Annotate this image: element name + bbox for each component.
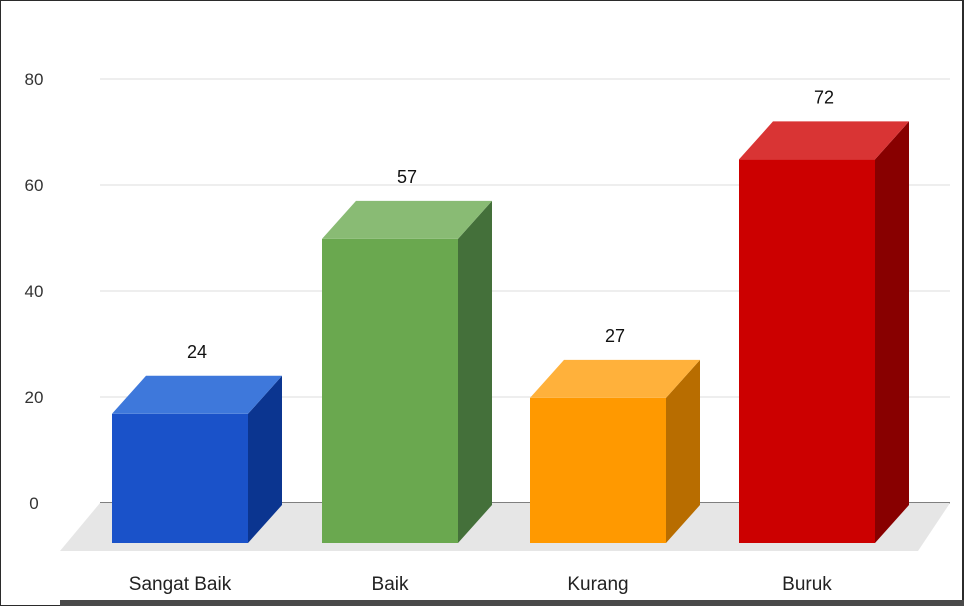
bar-side xyxy=(248,375,282,543)
x-tick-label: Sangat Baik xyxy=(129,574,232,595)
bar-front xyxy=(322,238,458,543)
bars: 24 57 27 72 xyxy=(112,87,909,544)
y-tick-label: 80 xyxy=(25,70,44,89)
x-tick-label: Kurang xyxy=(567,574,628,595)
data-label: 72 xyxy=(814,87,834,107)
bar-baik: 57 xyxy=(322,167,492,543)
bar-sangat-baik: 24 xyxy=(112,342,282,543)
bar-kurang: 27 xyxy=(530,326,700,543)
x-tick-label: Buruk xyxy=(782,574,832,595)
bar-front xyxy=(530,397,666,543)
y-tick-label: 60 xyxy=(25,176,44,195)
floor-plane xyxy=(60,503,950,551)
bar-top xyxy=(112,375,282,414)
bar-buruk: 72 xyxy=(739,87,909,544)
bar-side xyxy=(875,121,909,544)
data-label: 57 xyxy=(397,167,417,187)
bar-side xyxy=(458,200,492,543)
bar-front xyxy=(739,159,875,543)
chart-floor xyxy=(60,503,950,551)
bar-top xyxy=(739,121,909,160)
bar-top xyxy=(530,359,700,398)
y-tick-label: 0 xyxy=(29,494,38,513)
y-tick-label: 20 xyxy=(25,388,44,407)
bar-front xyxy=(112,413,248,543)
data-label: 27 xyxy=(605,326,625,346)
bar-side xyxy=(666,359,700,543)
x-tick-label: Baik xyxy=(372,574,409,595)
data-label: 24 xyxy=(187,342,207,362)
bar-top xyxy=(322,200,492,239)
y-axis: 0 20 40 60 80 xyxy=(25,70,44,513)
y-tick-label: 40 xyxy=(25,282,44,301)
bottom-edge-bar xyxy=(60,600,964,606)
x-axis: Sangat Baik Baik Kurang Buruk xyxy=(129,574,833,595)
